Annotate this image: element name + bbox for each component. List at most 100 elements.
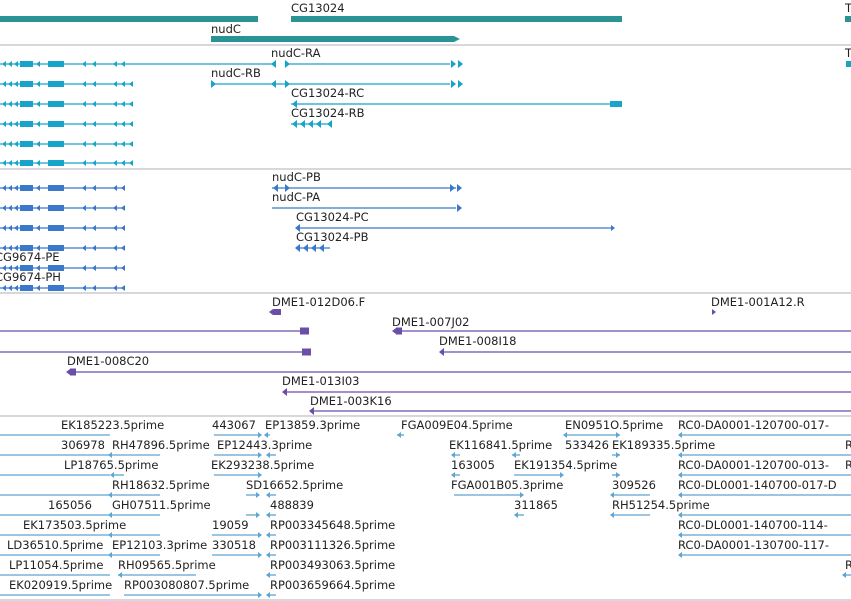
arrow-left-icon [14,141,18,147]
arrow-left-icon [113,81,117,87]
est-label: EN0951O.5prime [565,418,663,432]
est-arrow-left-icon [678,532,682,538]
gene-bar-cg13024[interactable] [291,16,622,22]
est-label: R [845,558,851,572]
gene-bar[interactable] [0,16,258,22]
est-arrow-left-icon [563,432,567,438]
arrow-left-icon [121,185,125,191]
est-label: 311865 [514,498,558,512]
arrow-left-icon [121,245,125,251]
arrow-left-icon [292,120,297,128]
est-label: 165056 [48,498,92,512]
est-label: RH47896.5prime [112,438,210,452]
arrow-left-icon [92,185,96,191]
arrow-left-icon [121,205,125,211]
arrow-left-icon [2,121,6,127]
est-arrow-left-icon [397,432,401,438]
exon-block[interactable] [48,101,64,107]
arrow-left-icon [14,81,18,87]
exon-block[interactable] [48,160,64,166]
exon-block[interactable] [48,285,64,291]
est-label: RH09565.5prime [118,558,216,572]
arrow-left-icon [36,121,40,127]
arrow-left-icon [129,160,133,166]
clone-end[interactable] [70,368,76,376]
exon-block[interactable] [48,121,64,127]
transcript-label-nudc-rb: nudC-RB [211,66,261,80]
exon-block[interactable] [20,225,33,231]
est-label: EK189335.5prime [612,438,715,452]
protein-label-cg9674-ph: CG9674-PH [0,270,61,284]
exon-block[interactable] [48,265,64,271]
arrow-left-icon [82,245,86,251]
exon-block[interactable] [20,185,33,191]
est-arrow-left-icon [264,432,268,438]
arrow-left-icon [14,185,18,191]
arrow-left-icon [14,265,18,271]
arrow-left-icon [2,265,6,271]
arrow-left-icon [282,388,287,396]
exon-block[interactable] [48,225,64,231]
exon-block[interactable] [48,81,64,87]
arrow-left-icon [121,61,125,67]
exon-block[interactable] [20,160,33,166]
exon-block[interactable] [20,81,33,87]
exon-block[interactable] [20,205,33,211]
est-arrow-left-icon [110,472,114,478]
exon-block[interactable] [20,101,33,107]
arrow-left-icon [113,265,117,271]
arrow-left-icon [113,121,117,127]
clone-end[interactable] [396,327,402,335]
est-label: FGA009E04.5prime [401,418,513,432]
arrow-left-icon [121,160,125,166]
exon-block[interactable] [610,101,622,107]
arrow-left-icon [121,141,125,147]
clone-label-dme1-008i18: DME1-008I18 [439,334,517,348]
exon-block[interactable] [20,265,33,271]
est-label: RC0-DL0001-140700-114- [678,518,828,532]
est-arrow-left-icon [266,572,270,578]
arrow-right-icon [458,60,463,68]
exon-block[interactable] [48,61,64,67]
exon-block[interactable] [20,61,33,67]
clone-end[interactable] [302,348,311,356]
est-arrow-right-icon [258,552,262,558]
est-arrow-left-icon [514,512,518,518]
gene-bar-nudc[interactable] [211,36,454,42]
arrow-left-icon [113,285,117,291]
clone-end[interactable] [300,327,309,335]
arrow-right-icon [451,60,456,68]
est-arrow-left-icon [266,592,270,598]
exon-block[interactable] [48,205,64,211]
arrow-left-icon [14,101,18,107]
est-label: EK185223.5prime [61,418,164,432]
clone-end-012d06[interactable] [273,309,281,315]
protein-label-nudc-pa: nudC-PA [272,190,320,204]
est-label: EP12443.3prime [217,438,312,452]
gene-bar-t[interactable] [845,16,851,22]
est-arrow-right-icon [256,492,260,498]
est-label: RP003659664.5prime [270,578,395,592]
arrow-left-icon [2,225,6,231]
exon-block[interactable] [48,245,64,251]
est-label: R [845,438,851,452]
exon-block[interactable] [20,285,33,291]
arrow-right-icon [611,225,615,231]
exon-block[interactable] [20,121,33,127]
est-arrow-right-icon [560,472,564,478]
exon-block-t[interactable] [846,61,851,67]
arrow-left-icon [92,160,96,166]
arrow-left-icon [121,285,125,291]
arrow-left-icon [36,245,40,251]
arrow-left-icon [36,265,40,271]
exon-block[interactable] [20,245,33,251]
arrow-left-icon [392,328,396,334]
est-label: EP13859.3prime [265,418,360,432]
est-label: 19059 [212,518,249,532]
arrow-left-icon [8,160,12,166]
exon-block[interactable] [48,185,64,191]
est-label: GH07511.5prime [112,498,211,512]
arrow-left-icon [14,205,18,211]
exon-block[interactable] [20,141,33,147]
exon-block[interactable] [48,141,64,147]
